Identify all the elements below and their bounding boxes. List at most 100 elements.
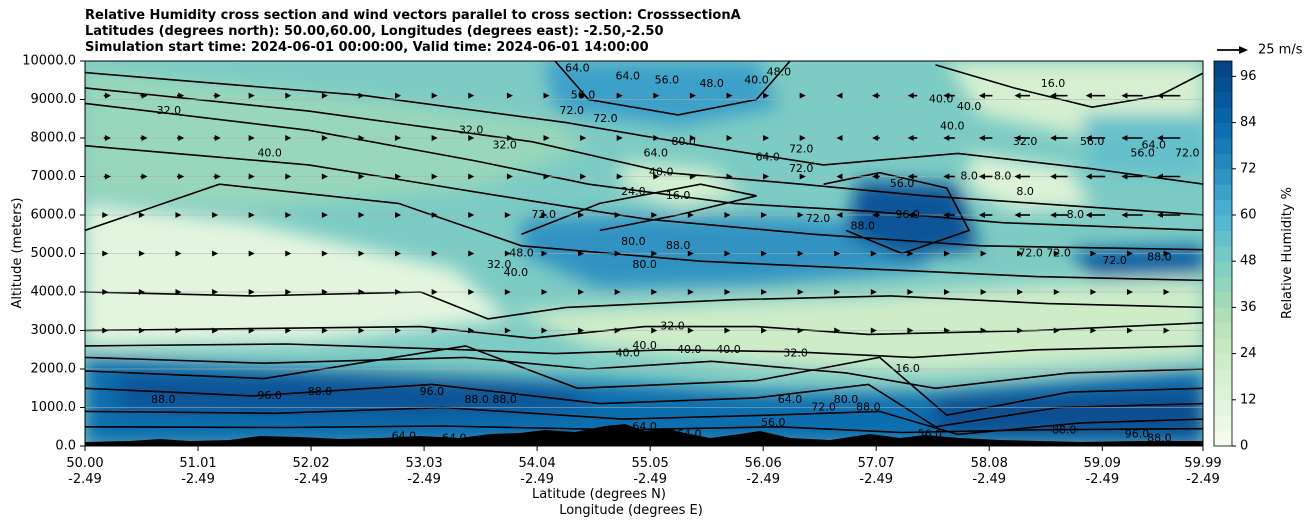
colorbar-segment: [1214, 122, 1232, 139]
wind-arrow: [468, 289, 475, 295]
x-tick-label-lat: 58.08: [971, 456, 1008, 471]
contour-label: 8.0: [1067, 208, 1085, 221]
wind-arrow: [1090, 327, 1097, 334]
wind-arrow: [358, 289, 365, 295]
contour-label: 16.0: [895, 362, 920, 375]
wind-arrow: [102, 327, 109, 334]
contour-line: [521, 183, 757, 235]
wind-arrow: [651, 212, 658, 218]
wind-arrow: [358, 327, 365, 334]
x-axis-label-lon: Longitude (degrees E): [559, 503, 703, 518]
wind-arrow: [395, 173, 402, 180]
colorbar-tick-label: 60: [1240, 208, 1257, 223]
contour-label: 40.0: [677, 343, 702, 356]
contour-label: 32.0: [1013, 135, 1038, 148]
colorbar: 0 12 24 36 48 60 72 84 96 Relative Humidity %: [1213, 60, 1295, 454]
wind-arrow: [285, 212, 292, 218]
wind-arrow: [726, 135, 733, 141]
colorbar-tick-label: 48: [1240, 254, 1257, 269]
contour-line: [85, 291, 1203, 320]
wind-arrow: [1017, 327, 1024, 334]
contour-label: 48.0: [509, 247, 534, 260]
x-tick-label-lon: -2.49: [1085, 472, 1119, 487]
contour-label: 32.0: [783, 347, 808, 360]
contour-label: 32.0: [660, 320, 685, 333]
wind-arrow: [907, 289, 914, 295]
contour-label: 96.0: [1125, 427, 1150, 440]
wind-key: 25 m/s: [1217, 43, 1303, 58]
wind-arrow: [1014, 173, 1030, 180]
wind-arrow: [213, 92, 221, 99]
wind-arrow: [176, 173, 185, 180]
wind-arrow: [760, 327, 767, 334]
wind-arrow: [724, 327, 731, 334]
contour-label: 88.0: [492, 393, 517, 406]
wind-arrow: [248, 92, 255, 99]
wind-key-arrowhead: [1239, 46, 1248, 54]
wind-arrow: [978, 92, 993, 99]
wind-arrow: [1014, 92, 1030, 99]
contour-label: 32.0: [157, 104, 182, 117]
wind-arrow: [321, 289, 328, 295]
contour-label: 96.0: [420, 385, 445, 398]
contour-label: 16.0: [666, 189, 691, 202]
wind-arrow: [395, 289, 402, 295]
wind-arrow: [1163, 327, 1170, 334]
wind-arrow: [943, 212, 955, 218]
wind-arrow: [321, 212, 328, 218]
contour-label: 88.0: [1147, 250, 1172, 263]
colorbar-tick-label: 36: [1240, 300, 1257, 315]
contour-label: 40.0: [716, 343, 741, 356]
wind-arrow: [504, 289, 511, 295]
wind-arrow: [138, 250, 145, 257]
wind-arrow: [140, 92, 148, 99]
contour-line: [85, 71, 1203, 185]
contour-label: 72.0: [806, 212, 831, 225]
wind-arrow: [248, 135, 255, 141]
wind-arrow: [285, 135, 292, 141]
contour-label: 96.0: [257, 389, 282, 402]
contour-label: 64.0: [644, 146, 669, 159]
wind-arrow: [943, 92, 955, 99]
contour-label: 8.0: [960, 170, 978, 183]
contour-label: 56.0: [655, 73, 680, 86]
wind-arrow: [248, 212, 255, 218]
colorbar-segment: [1214, 353, 1232, 370]
y-tick-label: 9000.0: [31, 92, 77, 107]
wind-arrow: [431, 212, 438, 218]
wind-arrow: [358, 135, 365, 141]
wind-arrow: [872, 212, 880, 218]
wind-arrow: [175, 250, 182, 257]
wind-arrow: [797, 250, 804, 257]
colorbar-segment: [1214, 292, 1232, 308]
wind-arrow: [724, 212, 731, 218]
contour-label: 56.0: [890, 177, 915, 190]
wind-arrow: [1017, 289, 1024, 295]
contour-label: 32.0: [487, 258, 512, 271]
contour-label: 8.0: [994, 170, 1012, 183]
contour-line: [85, 322, 1203, 340]
contour-line: [85, 406, 1203, 436]
x-tick-label-lon: -2.49: [181, 472, 215, 487]
wind-arrow: [431, 327, 438, 334]
contour-label: 96.0: [895, 208, 920, 221]
wind-arrow: [1156, 173, 1181, 180]
colorbar-segment: [1214, 399, 1232, 416]
wind-arrow: [580, 92, 587, 99]
contour-line: [85, 383, 1203, 428]
contour-label: 72.0: [789, 143, 814, 156]
wind-arrow: [872, 173, 880, 180]
very-moist-core-right: [935, 388, 1203, 439]
wind-arrow: [1126, 289, 1133, 295]
wind-arrow: [431, 92, 438, 99]
colorbar-segment: [1214, 91, 1232, 108]
wind-arrow: [175, 327, 182, 334]
contour-line: [554, 61, 791, 116]
wind-arrow: [1121, 92, 1143, 99]
wind-arrow: [395, 92, 402, 99]
x-tick-label-lon: -2.49: [407, 472, 441, 487]
wind-arrow: [907, 250, 914, 257]
wind-arrow: [689, 135, 696, 141]
plot-area: 32.040.032.032.064.056.072.064.056.048.0…: [85, 61, 1203, 446]
wind-arrow: [1050, 92, 1068, 99]
